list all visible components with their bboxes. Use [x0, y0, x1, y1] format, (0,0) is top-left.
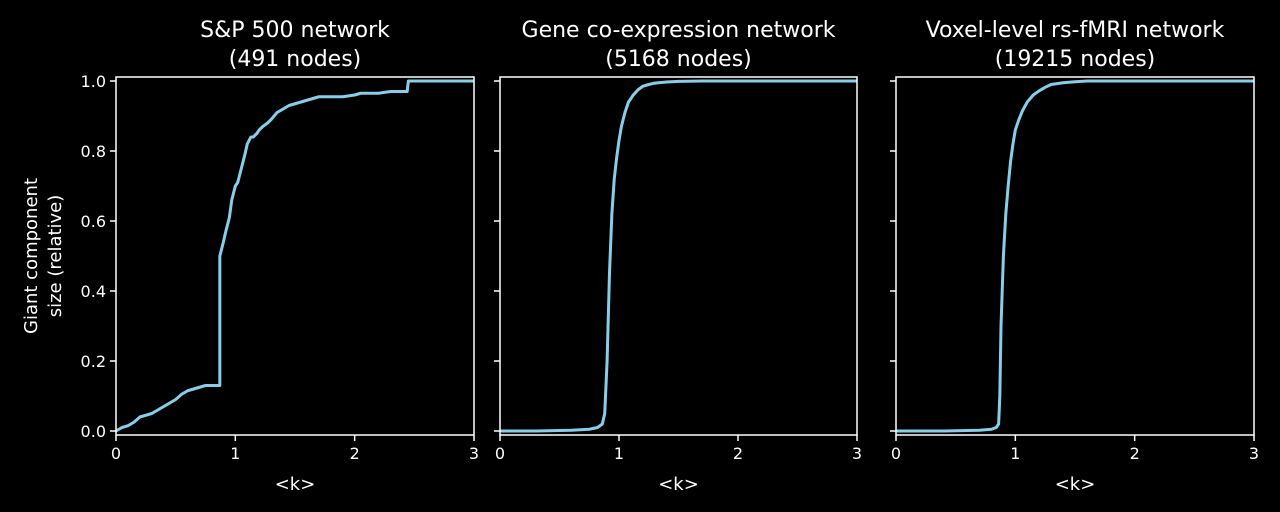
panel-title-line1: S&P 500 network [200, 18, 390, 43]
axes-frame [499, 76, 858, 436]
series-line [500, 79, 857, 433]
x-axis-label: <k> [275, 474, 316, 495]
y-axis-label-line2: size (relative) [45, 195, 66, 318]
x-tick-label: 3 [852, 444, 862, 463]
y-tick-label: 0.4 [81, 282, 106, 301]
series-line [115, 79, 474, 433]
x-tick-label: 2 [1130, 444, 1140, 463]
x-tick-label: 2 [733, 444, 743, 463]
x-tick-label: 1 [230, 444, 240, 463]
x-tick-label: 3 [469, 444, 479, 463]
y-tick-label: 0.2 [81, 352, 106, 371]
y-tick-label: 0.0 [81, 422, 106, 441]
y-tick-label: 1.0 [81, 72, 106, 91]
x-tick-label: 0 [891, 444, 901, 463]
panel-2: Gene co-expression network (5168 nodes) 0 1… [494, 18, 862, 495]
series-line [896, 79, 1254, 433]
x-axis-label: <k> [1055, 474, 1096, 495]
axes-frame [895, 76, 1255, 436]
panel-1: S&P 500 network (491 nodes) 0 1 2 3 <k> 0.0 0.2 0… [81, 18, 480, 495]
x-tick-label: 3 [1249, 444, 1259, 463]
x-tick-label: 2 [350, 444, 360, 463]
panel-title-line2: (491 nodes) [229, 47, 362, 72]
panel-3: Voxel-level rs-fMRI network (19215 nodes)… [890, 18, 1259, 495]
x-tick-label: 1 [1010, 444, 1020, 463]
y-tick-label: 0.8 [81, 142, 106, 161]
y-axis-label-line1: Giant component [21, 178, 42, 334]
x-tick-label: 0 [111, 444, 121, 463]
axes-frame [115, 76, 475, 436]
panel-title-line2: (19215 nodes) [995, 47, 1156, 72]
x-tick-label: 1 [614, 444, 624, 463]
panel-title-line1: Voxel-level rs-fMRI network [926, 18, 1225, 43]
panel-title-line2: (5168 nodes) [605, 47, 752, 72]
panel-title-line1: Gene co-expression network [522, 18, 836, 43]
x-axis-label: <k> [658, 474, 699, 495]
x-tick-label: 0 [495, 444, 505, 463]
y-tick-label: 0.6 [81, 212, 106, 231]
